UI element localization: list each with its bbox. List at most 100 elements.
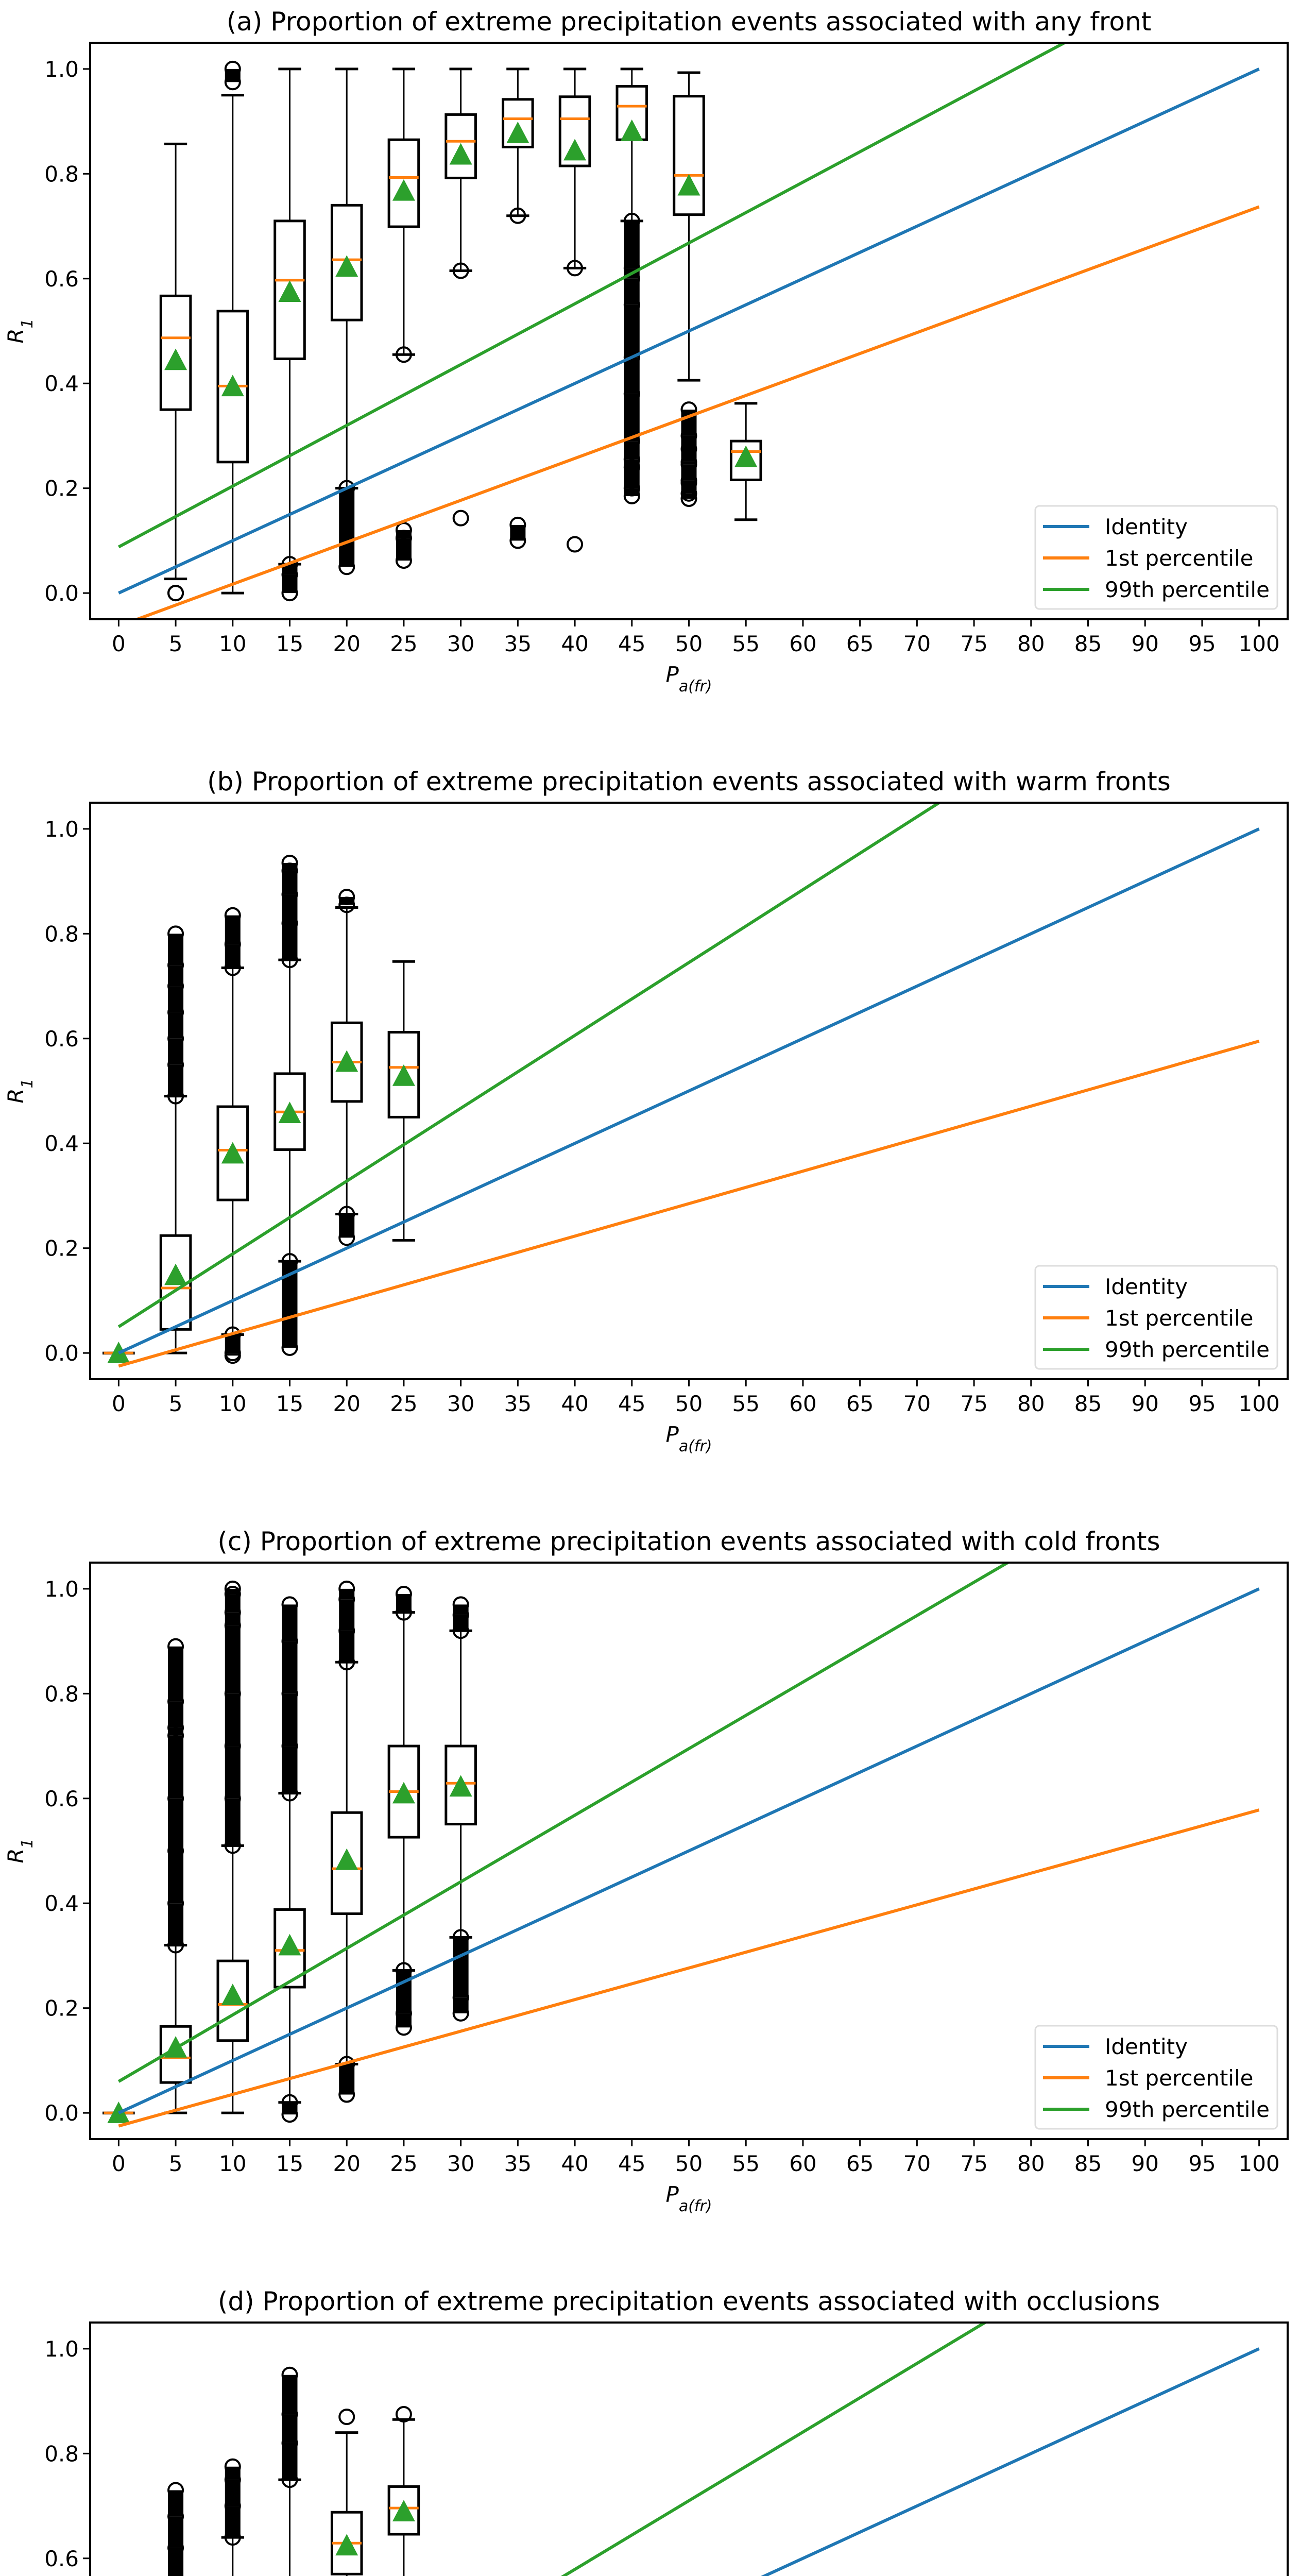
box-body	[216, 1105, 249, 1201]
box-body	[558, 95, 591, 167]
outlier-cluster	[624, 488, 640, 496]
outlier-cluster	[624, 357, 640, 394]
mean-marker	[392, 179, 415, 201]
x-tick-label: 25	[390, 631, 417, 656]
box-50	[673, 71, 705, 507]
x-tick-label: 40	[561, 2151, 588, 2176]
legend-label: 99th percentile	[1105, 1337, 1270, 1362]
chart-title: (a) Proportion of extreme precipitation …	[227, 7, 1151, 37]
outlier-cluster	[282, 564, 298, 575]
x-tick-label: 45	[618, 2151, 645, 2176]
box-body	[444, 113, 477, 179]
x-tick-label: 80	[1017, 1391, 1045, 1416]
outlier-cluster	[225, 944, 241, 968]
y-tick-label: 0.2	[44, 1996, 79, 2021]
outlier-cluster	[681, 435, 697, 449]
outlier-cluster	[624, 467, 640, 488]
y-tick-label: 0.6	[44, 1026, 79, 1052]
x-tick-label: 30	[447, 631, 474, 656]
box-body	[216, 1959, 249, 2042]
box-25	[387, 2406, 420, 2576]
outlier-cluster	[624, 278, 640, 305]
x-tick-label: 10	[219, 1391, 246, 1416]
outlier-cluster	[168, 1798, 184, 1851]
mean-marker	[221, 1984, 244, 2006]
y-tick-label: 0.4	[44, 1131, 79, 1156]
line-identity	[118, 1587, 1260, 2114]
box-25	[387, 1586, 420, 2036]
outlier-cluster	[282, 923, 298, 960]
box-body	[673, 95, 705, 216]
legend-label: Identity	[1105, 1274, 1188, 1299]
x-tick-label: 80	[1017, 2151, 1045, 2176]
outlier-cluster	[339, 1631, 355, 1663]
x-tick-label: 15	[276, 2151, 303, 2176]
outlier-marker	[167, 585, 184, 602]
y-axis-label-subscript: 1	[19, 318, 37, 328]
box-45	[615, 67, 648, 504]
outlier-cluster	[339, 897, 355, 905]
y-tick-label: 0.4	[44, 371, 79, 396]
outlier-cluster	[282, 2443, 298, 2480]
mean-marker	[278, 1934, 301, 1956]
x-tick-label: 80	[1017, 631, 1045, 656]
plot-area	[102, 1563, 1260, 2128]
outlier-cluster	[225, 2480, 241, 2506]
x-tick-label: 90	[1131, 1391, 1158, 1416]
x-axis-label-subscript: a(fr)	[679, 1437, 712, 1455]
outlier-cluster	[225, 1594, 241, 1613]
outlier-cluster	[168, 1851, 184, 1904]
x-tick-label: 70	[903, 1391, 931, 1416]
x-axis-label: Pa(fr)	[665, 2182, 712, 2215]
outlier-cluster	[624, 221, 640, 268]
box-40	[558, 67, 591, 553]
legend-label: 99th percentile	[1105, 577, 1270, 602]
x-tick-label: 30	[447, 2151, 474, 2176]
x-tick-label: 45	[618, 631, 645, 656]
box-5	[167, 2482, 184, 2576]
x-tick-label: 65	[846, 2151, 874, 2176]
mean-marker	[392, 1064, 415, 1086]
box-25	[387, 960, 420, 1242]
x-tick-label: 10	[219, 2151, 246, 2176]
x-tick-label: 60	[789, 631, 816, 656]
y-tick-label: 0.0	[44, 2100, 79, 2126]
outlier-cluster	[168, 1735, 184, 1799]
axes-frame	[89, 2321, 1289, 2576]
x-tick-label: 5	[169, 631, 183, 656]
x-tick-label: 0	[112, 631, 126, 656]
outlier-cluster	[225, 1798, 241, 1846]
x-tick-label: 90	[1131, 631, 1158, 656]
box-20	[330, 2409, 363, 2576]
outlier-cluster	[168, 934, 184, 965]
outlier-cluster	[225, 1353, 241, 1356]
line-p1	[118, 1039, 1260, 1368]
y-tick-label: 1.0	[44, 2336, 79, 2362]
x-tick-label: 60	[789, 1391, 816, 1416]
x-tick-label: 95	[1188, 2151, 1216, 2176]
chart-title: (d) Proportion of extreme precipitation …	[218, 2286, 1160, 2316]
outlier-cluster	[225, 915, 241, 944]
outlier-cluster	[282, 1693, 298, 1747]
x-tick-label: 85	[1074, 1391, 1102, 1416]
box-20	[330, 67, 363, 575]
box-body	[330, 204, 363, 321]
outlier-cluster	[681, 480, 697, 483]
x-tick-label: 20	[333, 2151, 360, 2176]
chart-title: (b) Proportion of extreme precipitation …	[207, 767, 1171, 796]
outlier-marker	[395, 2406, 412, 2423]
x-tick-label: 30	[447, 1391, 474, 1416]
box-30	[444, 1596, 477, 2022]
outlier-cluster	[681, 449, 697, 462]
x-tick-label: 55	[732, 1391, 759, 1416]
mean-marker	[335, 1848, 358, 1870]
y-tick-label: 0.6	[44, 266, 79, 292]
x-tick-label: 35	[504, 2151, 532, 2176]
box-body	[387, 1031, 420, 1118]
outlier-marker	[567, 536, 584, 553]
legend-frame	[1034, 2025, 1278, 2130]
box-body	[502, 98, 534, 148]
y-tick-label: 0.8	[44, 2441, 79, 2466]
mean-marker	[221, 375, 244, 397]
x-tick-label: 60	[789, 2151, 816, 2176]
